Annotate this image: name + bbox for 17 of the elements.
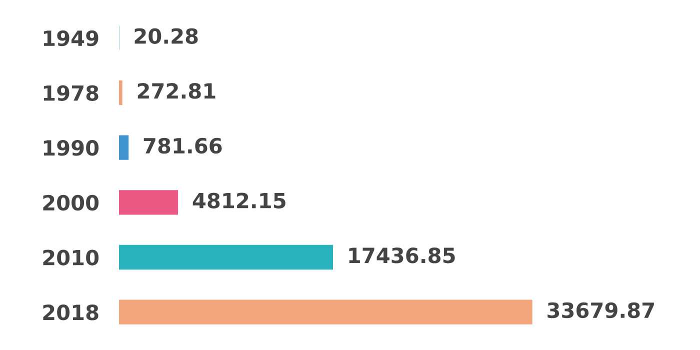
data-label: 33679.87 [548,302,654,318]
data-label: 781.66 [144,138,222,154]
data-label: 4812.15 [192,192,286,208]
data-label: 272.81 [138,83,216,99]
bar [119,135,129,160]
bar [119,300,532,324]
data-label: 17436.85 [349,248,455,264]
y-tick-label: 1949 [44,30,98,46]
y-tick-label: 2000 [43,194,99,211]
bar [119,80,122,106]
bar [119,244,333,270]
data-label: 20.28 [134,28,198,44]
y-tick-label: 1978 [44,85,98,101]
y-tick-label: 2010 [43,250,99,266]
y-tick-label: 2018 [43,304,98,320]
bar [119,190,178,215]
y-tick-label: 1990 [44,140,99,156]
